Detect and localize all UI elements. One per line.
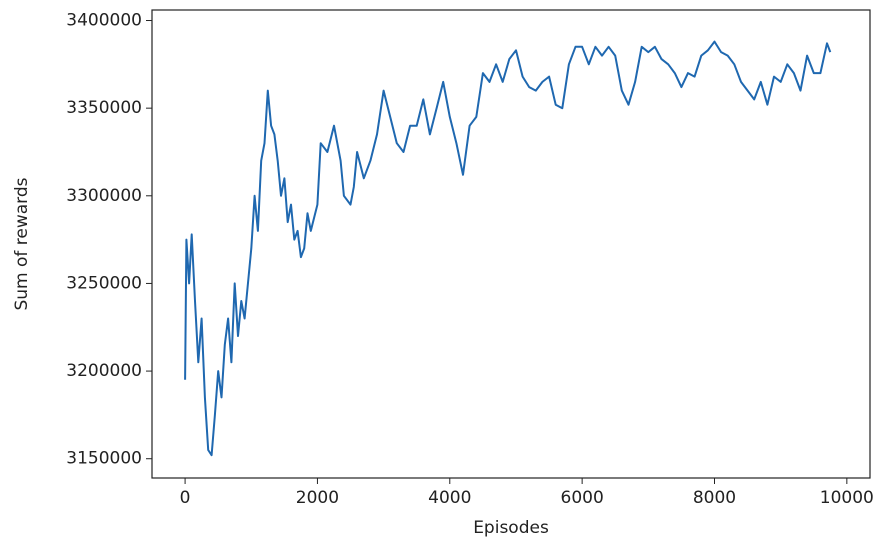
plot-frame <box>151 9 871 479</box>
x-tick-label: 4000 <box>428 488 471 508</box>
y-tick-label: 3200000 <box>66 361 142 381</box>
y-tick-label: 3400000 <box>66 11 142 31</box>
data-line <box>184 40 832 457</box>
y-tick-label: 3350000 <box>66 98 142 118</box>
y-axis-label: Sum of rewards <box>12 177 32 310</box>
y-tick-label: 3250000 <box>66 273 142 293</box>
y-tick-label: 3300000 <box>66 186 142 206</box>
x-tick-label: 6000 <box>561 488 604 508</box>
x-tick-label: 10000 <box>820 488 874 508</box>
x-tick-label: 0 <box>180 488 191 508</box>
y-tick-label: 3150000 <box>66 449 142 469</box>
x-tick-label: 2000 <box>296 488 339 508</box>
x-tick-label: 8000 <box>693 488 736 508</box>
x-axis-label: Episodes <box>473 518 549 538</box>
